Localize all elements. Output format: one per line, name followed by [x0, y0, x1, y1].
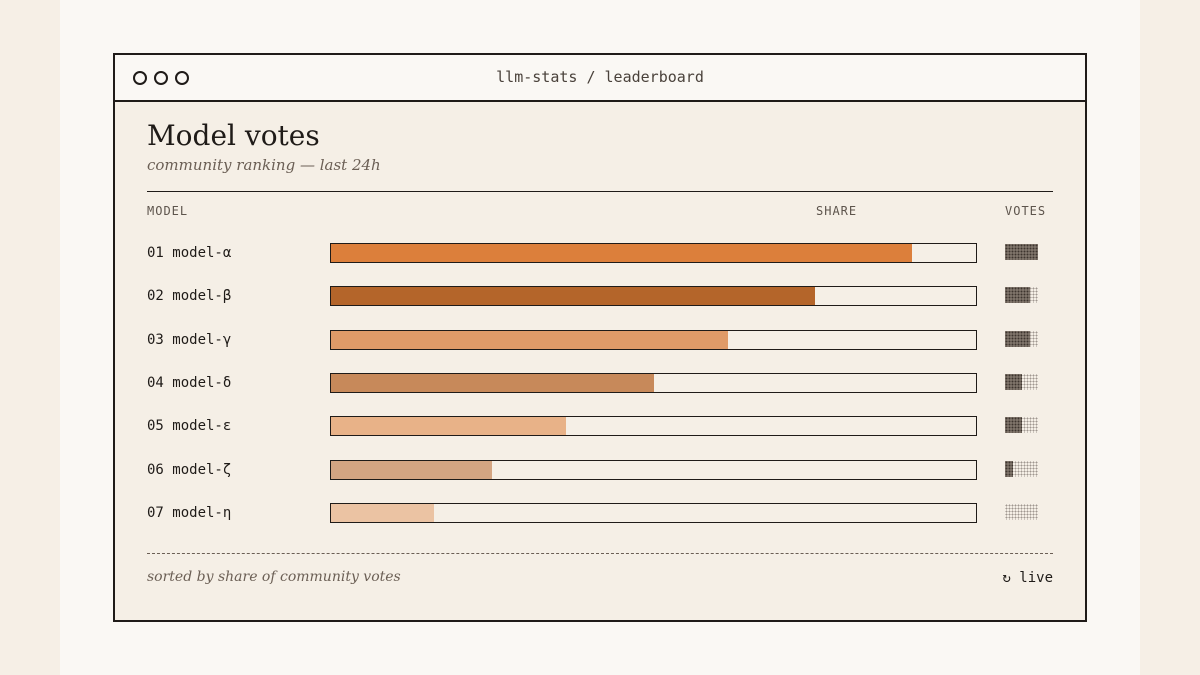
leaderboard-row[interactable]: 05 model-ε	[147, 416, 1053, 438]
votes-meter-fill	[1005, 417, 1022, 433]
model-label: 07 model-η	[147, 505, 232, 521]
share-bar-track	[330, 243, 977, 263]
votes-meter-fill	[1005, 331, 1030, 347]
window-control-close[interactable]	[133, 71, 147, 85]
model-label: 01 model-α	[147, 245, 232, 261]
model-label: 03 model-γ	[147, 332, 232, 348]
share-bar-fill	[331, 287, 815, 305]
share-bar-track	[330, 330, 977, 350]
model-label: 04 model-δ	[147, 375, 232, 391]
votes-meter-fill	[1005, 244, 1038, 260]
header-divider	[147, 191, 1053, 192]
window-control-minimize[interactable]	[154, 71, 168, 85]
column-header-votes: VOTES	[1005, 204, 1047, 218]
leaderboard-row[interactable]: 01 model-α	[147, 243, 1053, 265]
leaderboard-row[interactable]: 03 model-γ	[147, 330, 1053, 352]
votes-meter	[1005, 417, 1038, 433]
model-label: 02 model-β	[147, 288, 232, 304]
votes-meter-fill	[1005, 461, 1014, 477]
leaderboard-row[interactable]: 07 model-η	[147, 503, 1053, 525]
model-label: 05 model-ε	[147, 418, 232, 434]
votes-meter	[1005, 374, 1038, 390]
share-bar-track	[330, 286, 977, 306]
live-indicator[interactable]: ↻ live	[1002, 570, 1053, 586]
page-title: Model votes	[147, 119, 320, 152]
votes-meter	[1005, 244, 1038, 260]
window-titlebar: llm-stats / leaderboard	[115, 55, 1085, 102]
share-bar-track	[330, 460, 977, 480]
share-bar-track	[330, 416, 977, 436]
share-bar-fill	[331, 461, 493, 479]
live-label: live	[1019, 570, 1053, 586]
footer-note: sorted by share of community votes	[147, 569, 401, 585]
votes-meter	[1005, 504, 1038, 520]
votes-meter	[1005, 461, 1038, 477]
share-bar-fill	[331, 504, 435, 522]
column-header-share: SHARE	[816, 204, 858, 218]
votes-meter-fill	[1005, 374, 1022, 390]
leaderboard-window: llm-stats / leaderboard Model votes comm…	[113, 53, 1087, 622]
leaderboard-row[interactable]: 04 model-δ	[147, 373, 1053, 395]
window-control-maximize[interactable]	[175, 71, 189, 85]
share-bar-track	[330, 503, 977, 523]
footer-divider	[147, 553, 1053, 554]
share-bar-fill	[331, 374, 654, 392]
leaderboard-row[interactable]: 02 model-β	[147, 286, 1053, 308]
window-title: llm-stats / leaderboard	[496, 68, 704, 86]
votes-meter	[1005, 287, 1038, 303]
leaderboard-row[interactable]: 06 model-ζ	[147, 460, 1053, 482]
share-bar-fill	[331, 244, 912, 262]
refresh-icon: ↻	[1002, 570, 1011, 586]
column-header-model: MODEL	[147, 204, 189, 218]
share-bar-fill	[331, 417, 567, 435]
votes-meter	[1005, 331, 1038, 347]
share-bar-fill	[331, 331, 728, 349]
model-label: 06 model-ζ	[147, 462, 232, 478]
page-subtitle: community ranking — last 24h	[147, 156, 381, 174]
share-bar-track	[330, 373, 977, 393]
votes-meter-fill	[1005, 287, 1030, 303]
